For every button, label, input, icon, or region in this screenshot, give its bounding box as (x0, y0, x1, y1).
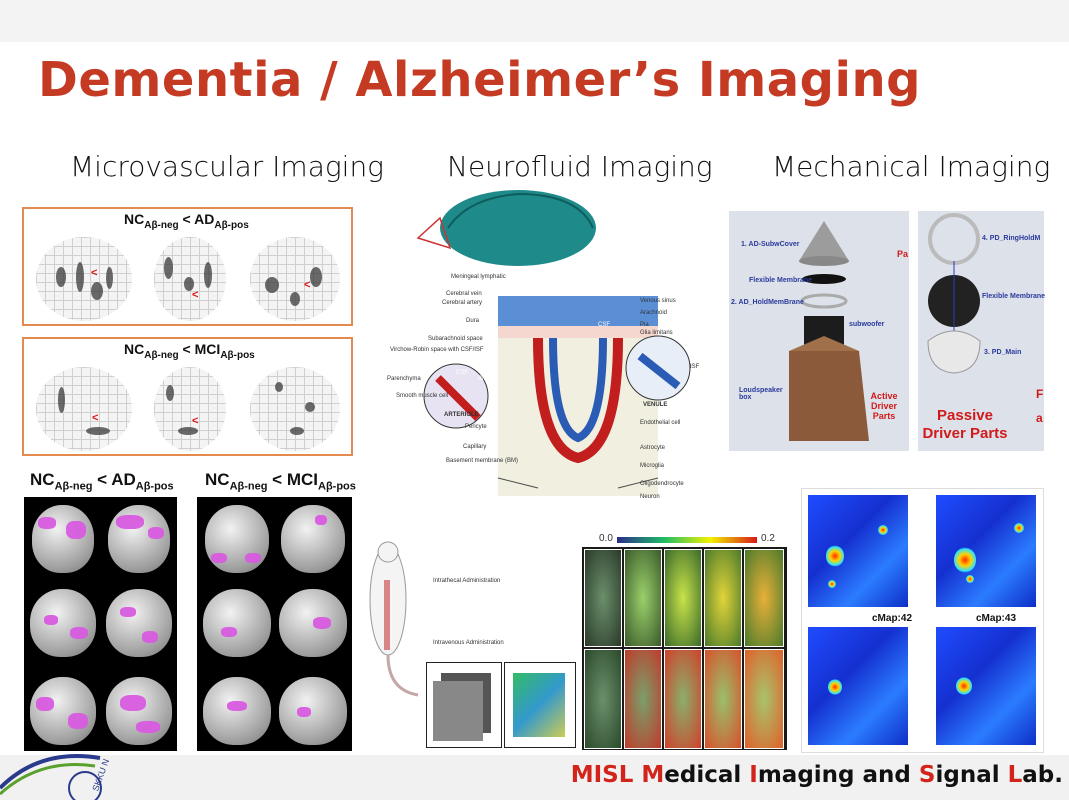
label-dura: Dura (466, 318, 480, 324)
label-basement-membrane: Basement membrane (BM) (446, 458, 519, 464)
label-intrathecal: Intrathecal Administration (433, 578, 501, 584)
section-neurofluid: Neurofluid Imaging (447, 150, 713, 183)
label-pericyte: Pericyte (465, 424, 487, 430)
label-bm: BM (478, 376, 487, 382)
footer-lab-name: MISL Medical Imaging and Signal Lab. (570, 762, 1063, 788)
colorbar-min: 0.0 (599, 533, 613, 544)
label-meningeal: Meningeal lymphatic (451, 274, 506, 280)
active-driver-render: 1. AD-SubwCover Flexible Membrane 2. AD_… (729, 211, 909, 451)
colorbar (617, 537, 757, 543)
label-pia: Pia (640, 322, 649, 328)
panel-label-ad: NCAβ-neg < ADAβ-pos (124, 211, 249, 231)
label-subarachnoid: Subarachnoid space (428, 336, 483, 342)
slide-title: Dementia / Alzheimer’s Imaging (38, 52, 921, 108)
brain-render-mci (197, 497, 352, 751)
glass-brain-panel-ad: NCAβ-neg < ADAβ-pos < < < (22, 207, 353, 326)
label-glia-limitans: Glia limitans (640, 330, 673, 336)
cmap-label-42: cMap:42 (872, 613, 913, 624)
scan-stack-2 (504, 662, 576, 748)
label-capillary: Capillary (463, 444, 487, 450)
label-subwoofer: subwoofer (849, 321, 885, 328)
glass-brain-sagittal: < (36, 367, 132, 451)
scan-stack-1 (426, 662, 502, 748)
label-ringhold: 4. PD_RingHoldM (982, 235, 1041, 242)
label-flex-membrane-right: Flexible Membrane (982, 293, 1046, 300)
cmap-grid: cMap:42 cMap:43 (801, 488, 1044, 753)
label-passive-driver: Passive Driver Parts (922, 407, 1008, 442)
label-astrocyte: Astrocyte (640, 445, 666, 451)
brain-label-ad: NCAβ-neg < ADAβ-pos (30, 470, 174, 493)
label-edge-f: F (1036, 387, 1044, 401)
glass-brain-panel-mci: NCAβ-neg < MCIAβ-pos < < (22, 337, 353, 456)
skku-logo (0, 754, 102, 800)
label-endothelial: Endothelial cell (640, 420, 681, 426)
label-microglia: Microglia (640, 463, 665, 469)
brain-label-mci: NCAβ-neg < MCIAβ-pos (205, 470, 356, 493)
label-active-driver: Active Driver Parts (870, 391, 898, 421)
label-isf: ISF (690, 364, 700, 370)
colorbar-max: 0.2 (761, 533, 775, 544)
label-loudspeaker: Loudspeaker box (739, 387, 783, 401)
label-csf-left: CSF (456, 370, 468, 376)
label-edge-a: a (1036, 411, 1043, 425)
label-csf-center: CSF (598, 322, 610, 328)
glass-brain-axial: < (250, 237, 340, 321)
cmap-label-43: cMap:43 (976, 613, 1017, 624)
label-smooth-muscle: Smooth muscle cell (396, 393, 449, 399)
label-venule: VENULE (643, 402, 668, 408)
label-flex-membrane-left: Flexible Membrane (749, 277, 813, 284)
label-pd-main: 3. PD_Main (984, 349, 1022, 356)
passive-driver-render: 4. PD_RingHoldM Flexible Membrane 3. PD_… (918, 211, 1046, 451)
label-intravenous: Intravenous Administration (433, 640, 504, 646)
label-arachnoid: Arachnoid (640, 310, 668, 316)
glass-brain-coronal: < (154, 237, 226, 321)
label-cerebral-artery: Cerebral artery (442, 300, 483, 306)
top-band (0, 0, 1069, 42)
rat-brain-heatmap (582, 547, 787, 750)
label-parenchyma: Parenchyma (387, 376, 421, 382)
label-venous-sinus: Venous sinus (640, 298, 676, 304)
glass-brain-coronal: < (154, 367, 226, 451)
label-neuron: Neuron (640, 494, 660, 500)
label-arteriole: ARTERIOLE (444, 412, 479, 418)
section-mechanical: Mechanical Imaging (772, 150, 1051, 183)
label-oligodendrocyte: Oligodendrocyte (640, 481, 684, 487)
label-pa: Pa (897, 249, 909, 259)
panel-label-mci: NCAβ-neg < MCIAβ-pos (124, 341, 255, 361)
rat-illustration (369, 541, 419, 697)
brain-render-ad (24, 497, 177, 751)
label-cerebral-vein: Cerebral vein (446, 291, 482, 297)
glass-brain-sagittal: < (36, 237, 132, 321)
neurofluid-diagram (416, 190, 691, 496)
section-microvascular: Microvascular Imaging (70, 150, 384, 183)
label-virchow-robin: Virchow-Robin space with CSF/ISF (390, 347, 484, 353)
bottom-band (0, 755, 1069, 800)
label-holdmem: 2. AD_HoldMemBrane (731, 299, 804, 306)
glass-brain-axial (250, 367, 340, 451)
label-subwcover: 1. AD-SubwCover (741, 241, 800, 248)
